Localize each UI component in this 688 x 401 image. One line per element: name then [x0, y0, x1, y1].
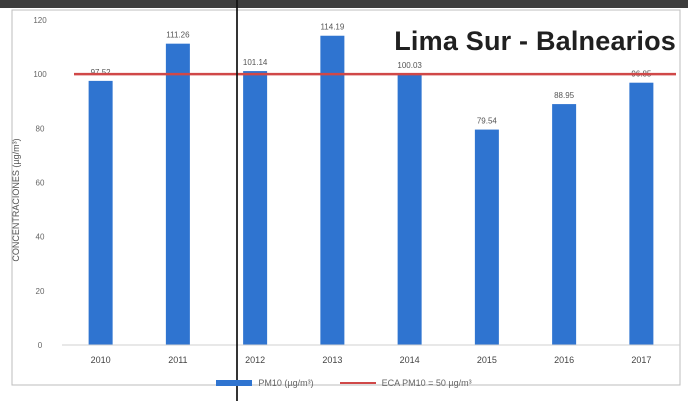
bar-pm10-2013	[320, 35, 345, 346]
y-tick-label: 40	[36, 233, 45, 242]
x-tick-label: 2010	[91, 355, 111, 365]
legend-item-eca: ECA PM10 = 50 µg/m³	[339, 378, 472, 388]
x-tick-label: 2012	[245, 355, 265, 365]
legend-swatch-bar	[216, 380, 253, 386]
data-label: 114.19	[320, 23, 344, 32]
y-tick-label: 80	[36, 124, 45, 133]
legend-swatch-line	[339, 382, 376, 384]
x-tick-label: 2017	[631, 355, 651, 365]
data-label: 97.52	[91, 68, 112, 77]
bar-pm10-2014	[397, 74, 422, 345]
plot-border	[11, 9, 681, 386]
legend: PM10 (µg/m³) ECA PM10 = 50 µg/m³	[0, 374, 688, 392]
legend-label-eca: ECA PM10 = 50 µg/m³	[381, 378, 472, 388]
vertical-divider-line	[236, 0, 238, 401]
bar-pm10-2012	[243, 71, 268, 346]
y-tick-label: 60	[36, 179, 45, 188]
data-label: 101.14	[243, 58, 268, 67]
data-label: 79.54	[477, 117, 498, 126]
data-label: 100.03	[397, 61, 422, 70]
chart-title: Lima Sur - Balnearios	[394, 26, 676, 56]
bar-pm10-2010	[88, 80, 113, 345]
legend-item-pm10: PM10 (µg/m³)	[216, 378, 314, 388]
data-label: 88.95	[554, 91, 575, 100]
bar-pm10-2011	[165, 43, 190, 345]
top-header-band	[0, 0, 688, 8]
x-tick-label: 2013	[322, 355, 342, 365]
bar-pm10-2017	[629, 82, 654, 346]
y-tick-label: 0	[38, 341, 43, 350]
legend-label-pm10: PM10 (µg/m³)	[258, 378, 314, 388]
x-tick-label: 2011	[168, 355, 187, 365]
data-label: 111.26	[166, 31, 190, 40]
x-tick-label: 2015	[477, 355, 497, 365]
y-tick-label: 120	[33, 16, 47, 25]
x-tick-label: 2014	[400, 355, 420, 365]
x-tick-label: 2016	[554, 355, 574, 365]
y-tick-label: 20	[36, 287, 45, 296]
bar-pm10-2016	[552, 104, 577, 345]
bar-pm10-2015	[474, 129, 499, 345]
y-tick-label: 100	[33, 70, 47, 79]
